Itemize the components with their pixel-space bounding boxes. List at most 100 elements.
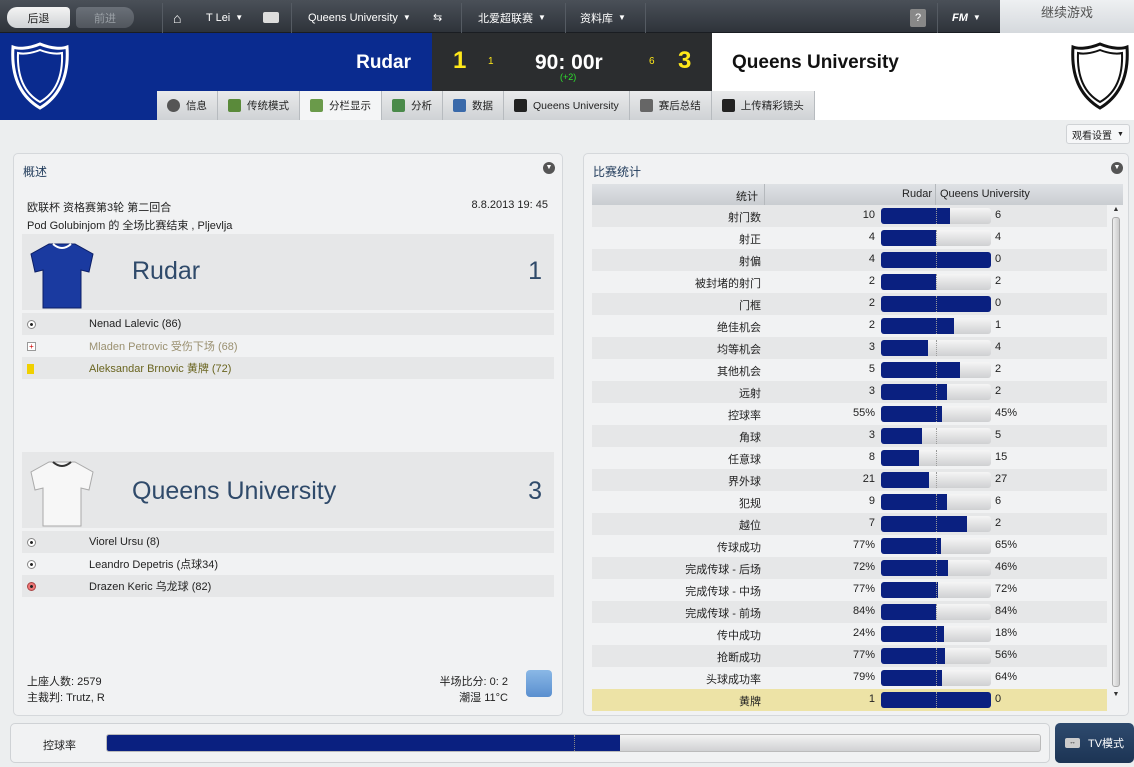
stat-label: 界外球 bbox=[728, 476, 761, 488]
help-button[interactable]: ? bbox=[910, 9, 926, 27]
column-header-home[interactable]: Rudar bbox=[902, 188, 932, 200]
event-text[interactable]: Nenad Lalevic (86) bbox=[89, 318, 182, 330]
event-row: Aleksandar Brnovic 黄牌 (72) bbox=[22, 357, 554, 379]
weather-label: 潮湿 11°C bbox=[459, 692, 508, 704]
tab-info[interactable]: 信息 bbox=[157, 91, 218, 120]
stat-away-value: 27 bbox=[995, 473, 1008, 485]
tab-analysis[interactable]: 分析 bbox=[382, 91, 443, 120]
switch-club-button[interactable]: ⇆ bbox=[433, 7, 442, 28]
event-row: Viorel Ursu (8) bbox=[22, 531, 554, 553]
event-row: Nenad Lalevic (86) bbox=[22, 313, 554, 335]
stat-label: 抢断成功 bbox=[717, 652, 761, 664]
scroll-down-icon[interactable]: ▼ bbox=[1112, 691, 1120, 698]
forward-button[interactable]: 前进 bbox=[76, 7, 134, 28]
fm-logo: FM bbox=[952, 11, 968, 24]
tab-team[interactable]: Queens University bbox=[504, 91, 630, 120]
event-text[interactable]: Mladen Petrovic 受伤下场 (68) bbox=[89, 341, 238, 353]
manager-menu[interactable]: T Lei ▼ bbox=[206, 7, 243, 28]
stat-row: 控球率 55% 45% bbox=[592, 403, 1107, 425]
stat-row: 黄牌 1 0 bbox=[592, 689, 1107, 711]
tab-split-view[interactable]: 分栏显示 bbox=[300, 91, 382, 120]
stats-title: 比赛统计 bbox=[593, 165, 642, 179]
stat-row: 犯规 9 6 bbox=[592, 491, 1107, 513]
tab-bar-chart[interactable]: 数据 bbox=[443, 91, 504, 120]
tab-video[interactable]: 上传精彩镜头 bbox=[711, 91, 815, 120]
stat-label: 角球 bbox=[739, 432, 761, 444]
chevron-down-icon: ▼ bbox=[402, 13, 411, 22]
tv-mode-button[interactable]: ↔ TV模式 bbox=[1055, 723, 1134, 763]
away-team-title[interactable]: Queens University bbox=[132, 477, 337, 505]
chevron-down-icon: ▼ bbox=[538, 13, 546, 22]
home-button[interactable]: ⌂ bbox=[173, 7, 181, 28]
event-text[interactable]: Drazen Keric 乌龙球 (82) bbox=[89, 581, 212, 593]
column-header-away[interactable]: Queens University bbox=[940, 188, 1030, 200]
goal-icon bbox=[27, 319, 36, 329]
collapse-icon[interactable]: ▼ bbox=[543, 162, 555, 174]
stat-home-fill bbox=[881, 582, 938, 598]
event-text[interactable]: Aleksandar Brnovic 黄牌 (72) bbox=[89, 363, 232, 375]
event-text[interactable]: Viorel Ursu (8) bbox=[89, 536, 160, 548]
video-icon bbox=[721, 99, 735, 112]
stats-scrollbar[interactable]: ▲ ▼ bbox=[1110, 206, 1122, 712]
pitch-icon bbox=[228, 99, 241, 112]
stat-away-value: 72% bbox=[995, 583, 1018, 595]
scrollbar-thumb[interactable] bbox=[1112, 217, 1120, 687]
competition-label[interactable]: 欧联杯 资格赛第3轮 第二回合 bbox=[27, 202, 172, 214]
collapse-icon[interactable]: ▼ bbox=[1111, 162, 1123, 174]
club-label: Queens University bbox=[308, 11, 398, 24]
stat-home-value: 77% bbox=[852, 649, 875, 661]
stat-label: 射偏 bbox=[739, 256, 761, 268]
stat-away-value: 2 bbox=[995, 275, 1002, 287]
tab-pitch[interactable]: 传统模式 bbox=[218, 91, 300, 120]
stat-comparison-bar bbox=[881, 626, 991, 642]
stat-row: 完成传球 - 中场 77% 72% bbox=[592, 579, 1107, 601]
away-team-name[interactable]: Queens University bbox=[732, 52, 899, 73]
stat-home-fill bbox=[881, 340, 929, 356]
stat-label: 均等机会 bbox=[717, 344, 761, 356]
tab-label: 上传精彩镜头 bbox=[740, 100, 804, 112]
club-menu[interactable]: Queens University ▼ bbox=[308, 7, 411, 28]
stat-comparison-bar bbox=[881, 538, 991, 554]
back-button[interactable]: 后退 bbox=[7, 7, 70, 28]
inbox-icon bbox=[263, 12, 279, 23]
home-team-block: Rudar 1 bbox=[22, 234, 554, 310]
stat-away-value: 4 bbox=[995, 341, 1002, 353]
stat-home-fill bbox=[881, 318, 955, 334]
bar-chart-icon bbox=[453, 99, 466, 112]
possession-label: 控球率 bbox=[43, 740, 76, 752]
home-team-title[interactable]: Rudar bbox=[132, 257, 201, 285]
stat-label: 控球率 bbox=[728, 410, 761, 422]
stat-label: 远射 bbox=[739, 388, 761, 400]
inbox-button[interactable] bbox=[263, 7, 279, 28]
away-score: 3 bbox=[678, 47, 692, 74]
column-header-stat[interactable]: 统计 bbox=[736, 191, 758, 203]
injury-icon: + bbox=[27, 341, 36, 351]
stat-away-value: 5 bbox=[995, 429, 1002, 441]
stat-home-value: 3 bbox=[868, 429, 875, 441]
stat-comparison-bar bbox=[881, 472, 991, 488]
view-settings-dropdown[interactable]: 观看设置 ▼ bbox=[1066, 124, 1130, 144]
stat-home-value: 7 bbox=[868, 517, 875, 529]
scroll-up-icon[interactable]: ▲ bbox=[1112, 206, 1120, 213]
away-team-block: Queens University 3 bbox=[22, 452, 554, 528]
referee[interactable]: 主裁判: Trutz, R bbox=[27, 692, 105, 704]
stat-row: 射偏 4 0 bbox=[592, 249, 1107, 271]
home-team-name[interactable]: Rudar bbox=[356, 52, 411, 73]
home-shirt-icon bbox=[30, 243, 94, 309]
chevron-down-icon: ▼ bbox=[1117, 130, 1124, 138]
event-row: Drazen Keric 乌龙球 (82) bbox=[22, 575, 554, 597]
split-view-icon bbox=[310, 99, 323, 112]
league-menu[interactable]: 北爱超联赛 ▼ bbox=[478, 7, 546, 28]
stat-home-value: 2 bbox=[868, 297, 875, 309]
event-text[interactable]: Leandro Depetris (点球34) bbox=[89, 559, 219, 571]
stat-home-value: 72% bbox=[852, 561, 875, 573]
fm-menu[interactable]: FM ▼ bbox=[952, 7, 981, 28]
stat-label: 射门数 bbox=[728, 212, 761, 224]
league-label: 北爱超联赛 bbox=[478, 12, 533, 25]
tab-shield[interactable]: 赛后总结 bbox=[629, 91, 712, 120]
stat-comparison-bar bbox=[881, 560, 991, 576]
continue-button[interactable]: 继续游戏 bbox=[1000, 0, 1134, 33]
database-menu[interactable]: 资料库 ▼ bbox=[580, 7, 626, 28]
chevron-down-icon: ▼ bbox=[235, 13, 244, 22]
home-icon: ⌂ bbox=[173, 9, 182, 26]
